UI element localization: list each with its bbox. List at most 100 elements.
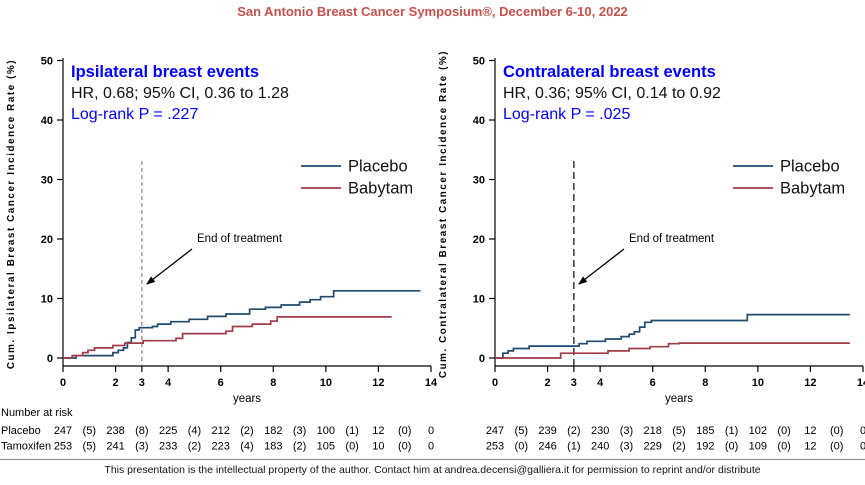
risk-events: (2) xyxy=(188,441,201,453)
risk-events: (3) xyxy=(620,441,633,453)
placebo-curve xyxy=(63,289,421,359)
placebo-curve xyxy=(495,313,850,359)
risk-events: (0) xyxy=(830,441,843,453)
risk-value: 183 xyxy=(264,441,282,453)
charts-row: 0 10 20 30 40 50 0 2 3 4 6 8 10 12 14 years Cum. Ipsilat… xyxy=(1,28,865,456)
chart-title: Contralateral breast events xyxy=(503,63,716,81)
x-axis-label: years xyxy=(665,393,693,405)
risk-events: (3) xyxy=(293,425,306,437)
x-tick-label: 3 xyxy=(571,377,577,389)
x-tick-label: 0 xyxy=(60,377,66,389)
legend-label-babytam: Babytam xyxy=(348,180,413,198)
x-tick-label: 6 xyxy=(650,377,656,389)
end-of-treatment-label: End of treatment xyxy=(197,233,283,245)
risk-value: 229 xyxy=(644,441,662,453)
y-tick-label: 40 xyxy=(473,115,485,127)
risk-events: (3) xyxy=(620,425,633,437)
babytam-curve xyxy=(63,316,392,359)
y-tick-label: 30 xyxy=(473,175,485,187)
risk-value: 12 xyxy=(372,425,384,437)
risk-events: (4) xyxy=(240,441,253,453)
risk-value: 12 xyxy=(804,425,816,437)
logrank-p-text: Log-rank P = .025 xyxy=(503,106,630,123)
risk-events: (0) xyxy=(777,441,790,453)
x-tick-label: 4 xyxy=(597,377,604,389)
hazard-ratio-text: HR, 0.68; 95% CI, 0.36 to 1.28 xyxy=(71,85,289,102)
logrank-p-text: Log-rank P = .227 xyxy=(71,106,198,123)
risk-value: 102 xyxy=(749,425,767,437)
footer-divider xyxy=(0,459,865,460)
ipsilateral-km-chart: 0 10 20 30 40 50 0 2 3 4 6 8 10 12 14 years Cum. Ipsilat… xyxy=(1,56,438,453)
y-tick-label: 0 xyxy=(47,353,53,365)
legend-label-placebo: Placebo xyxy=(348,158,408,176)
y-tick-label: 20 xyxy=(41,234,53,246)
risk-value: 182 xyxy=(264,425,282,437)
risk-value: 12 xyxy=(804,441,816,453)
risk-value: 247 xyxy=(486,425,504,437)
end-of-treatment-label: End of treatment xyxy=(629,233,715,245)
x-tick-label: 14 xyxy=(857,377,865,389)
hazard-ratio-text: HR, 0.36; 95% CI, 0.14 to 0.92 xyxy=(503,85,721,102)
x-tick-label: 10 xyxy=(320,377,332,389)
x-tick-label: 3 xyxy=(139,377,145,389)
x-tick-label: 12 xyxy=(372,377,384,389)
x-tick-label: 10 xyxy=(752,377,764,389)
risk-events: (8) xyxy=(135,425,148,437)
y-tick-label: 10 xyxy=(473,294,485,306)
risk-value: 238 xyxy=(106,425,124,437)
babytam-curve xyxy=(495,342,850,359)
risk-events: (5) xyxy=(515,425,528,437)
risk-value: 225 xyxy=(159,425,177,437)
x-tick-label: 2 xyxy=(545,377,551,389)
risk-table-header: Number at risk xyxy=(1,407,73,419)
x-tick-label: 8 xyxy=(270,377,276,389)
risk-events: (0) xyxy=(398,441,411,453)
footer-disclaimer: This presentation is the intellectual pr… xyxy=(104,464,761,476)
risk-events: (5) xyxy=(83,425,96,437)
risk-value: 241 xyxy=(106,441,124,453)
risk-events: (5) xyxy=(83,441,96,453)
slide-title: San Antonio Breast Cancer Symposium®, De… xyxy=(237,4,628,19)
x-tick-label: 2 xyxy=(113,377,119,389)
y-tick-label: 40 xyxy=(41,115,53,127)
risk-value: 192 xyxy=(696,441,714,453)
y-tick-label: 50 xyxy=(473,56,485,68)
risk-events: (0) xyxy=(725,441,738,453)
risk-value: 246 xyxy=(538,441,556,453)
risk-value: 100 xyxy=(317,425,335,437)
risk-value: 223 xyxy=(212,441,230,453)
risk-value: 10 xyxy=(372,441,384,453)
risk-events: (5) xyxy=(672,425,685,437)
x-tick-label: 12 xyxy=(804,377,816,389)
end-of-treatment-arrow xyxy=(578,248,625,285)
x-tick-label: 4 xyxy=(165,377,172,389)
risk-events: (1) xyxy=(725,425,738,437)
risk-value: 218 xyxy=(644,425,662,437)
risk-value: 253 xyxy=(486,441,504,453)
risk-row-label: Tamoxifen xyxy=(1,441,51,453)
chart-title: Ipsilateral breast events xyxy=(71,63,259,81)
risk-events: (0) xyxy=(830,425,843,437)
x-tick-label: 14 xyxy=(425,377,438,389)
x-axis-label: years xyxy=(233,393,261,405)
y-tick-label: 30 xyxy=(41,175,53,187)
risk-value: 0 xyxy=(860,425,865,437)
risk-events: (4) xyxy=(188,425,201,437)
risk-events: (1) xyxy=(567,441,580,453)
y-tick-label: 0 xyxy=(479,353,485,365)
end-of-treatment-arrow xyxy=(146,248,193,285)
risk-value: 239 xyxy=(538,425,556,437)
risk-events: (1) xyxy=(345,425,358,437)
risk-value: 233 xyxy=(159,441,177,453)
y-tick-label: 10 xyxy=(41,294,53,306)
legend-label-placebo: Placebo xyxy=(780,158,840,176)
risk-events: (2) xyxy=(293,441,306,453)
risk-events: (0) xyxy=(515,441,528,453)
x-tick-label: 0 xyxy=(492,377,498,389)
risk-events: (0) xyxy=(398,425,411,437)
y-tick-label: 20 xyxy=(473,234,485,246)
risk-value: 0 xyxy=(428,441,434,453)
risk-events: (0) xyxy=(777,425,790,437)
